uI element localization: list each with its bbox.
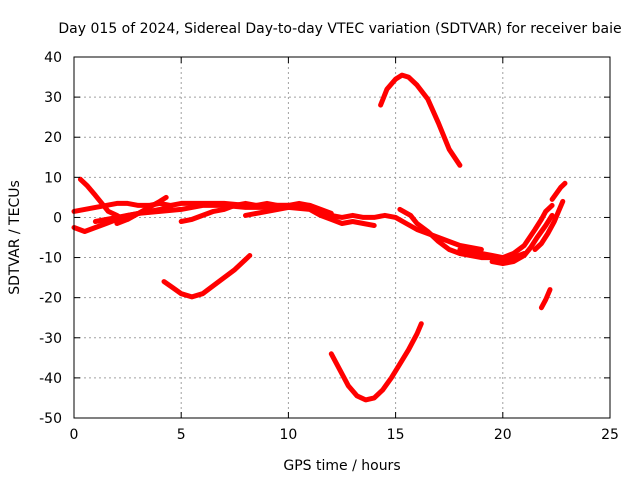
x-axis-label: GPS time / hours: [283, 458, 400, 474]
series-arc-9: [378, 72, 463, 168]
y-tick-label: 30: [44, 90, 62, 106]
x-tick-label: 0: [70, 427, 79, 443]
y-axis-label: SDTVAR / TECUs: [7, 180, 23, 295]
x-tick-label: 5: [177, 427, 186, 443]
y-tick-label: 40: [44, 50, 62, 66]
axis-ticks: 0 5 10 15 20 25 -50 -40 -30 -20 -10 0 10 20 30 40: [39, 50, 619, 443]
x-tick-label: 25: [601, 427, 619, 443]
series-arc-8: [243, 202, 313, 218]
series-arc-15: [549, 180, 568, 202]
y-tick-label: 0: [53, 210, 62, 226]
series-arc-16: [538, 287, 553, 311]
x-tick-label: 10: [279, 427, 297, 443]
plot-frame: [73, 56, 611, 419]
y-tick-label: 20: [44, 130, 62, 146]
series-arc-14: [532, 198, 566, 252]
series-arc-10: [328, 321, 424, 403]
series-arc-5: [114, 194, 169, 226]
data-series: [71, 72, 568, 403]
y-tick-label: -20: [39, 291, 62, 307]
y-tick-label: 10: [44, 170, 62, 186]
y-tick-label: -10: [39, 251, 62, 267]
x-tick-label: 15: [387, 427, 405, 443]
series-arc-1: [77, 176, 126, 222]
series-arc-12: [457, 202, 555, 261]
y-tick-label: -50: [39, 411, 62, 427]
series-arc-13: [489, 212, 555, 267]
x-tick-label: 20: [494, 427, 512, 443]
y-tick-label: -30: [39, 331, 62, 347]
series-arc-6: [161, 253, 253, 300]
y-tick-label: -40: [39, 371, 62, 387]
chart-title: Day 015 of 2024, Sidereal Day-to-day VTE…: [58, 21, 621, 37]
series-arc-4: [92, 202, 377, 228]
